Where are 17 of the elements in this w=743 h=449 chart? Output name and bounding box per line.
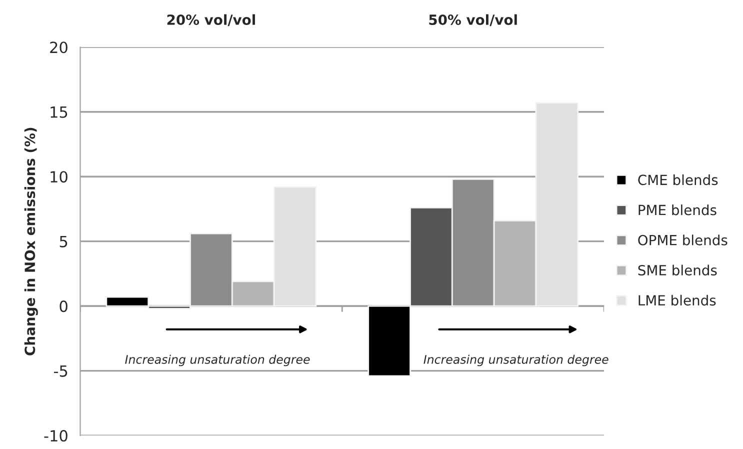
annotation: Increasing unsaturation degree — [424, 354, 608, 366]
legend-label: OPME blends — [638, 234, 728, 246]
legend-label: CME blends — [638, 174, 718, 186]
annotation: Increasing unsaturation degree — [125, 354, 310, 366]
y-tick-label: 20 — [50, 42, 68, 54]
y-tick-label: -10 — [44, 430, 68, 442]
y-tick-label: 15 — [50, 106, 68, 118]
legend-label: LME blends — [638, 294, 716, 306]
y-axis-title: Change in NOx emissions (%) — [24, 128, 38, 356]
x-tick-label: 20% vol/vol — [167, 14, 255, 26]
y-tick-label: 5 — [60, 236, 68, 248]
legend-label: SME blends — [638, 264, 717, 276]
y-tick-label: 0 — [60, 300, 68, 312]
y-tick-label: -5 — [54, 365, 68, 377]
legend-label: PME blends — [638, 204, 716, 216]
x-tick-label: 50% vol/vol — [429, 14, 517, 26]
y-tick-label: 10 — [50, 171, 68, 183]
